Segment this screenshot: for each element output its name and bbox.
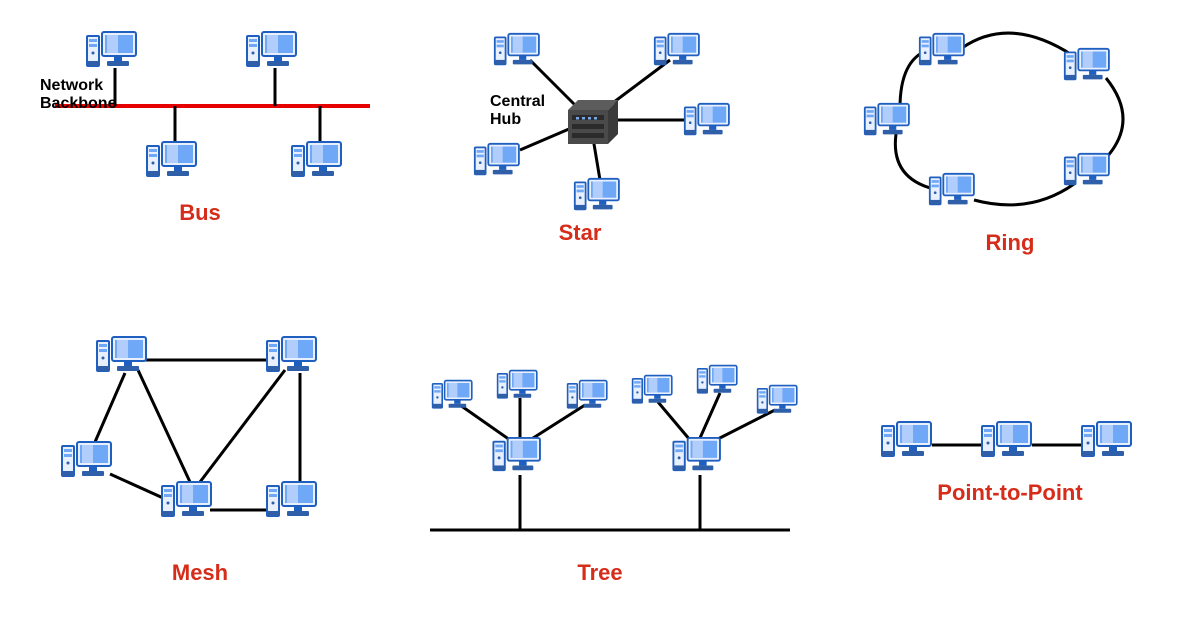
edge <box>530 405 585 440</box>
ring-topology: Ring <box>865 33 1123 255</box>
mesh-nodes <box>62 337 316 516</box>
computer-icon <box>97 337 146 371</box>
edge <box>974 184 1074 205</box>
computer-icon <box>865 104 909 135</box>
edge <box>712 410 775 442</box>
computer-icon <box>685 104 729 135</box>
hub-label-1: Central <box>490 93 545 110</box>
p2p-nodes <box>882 422 1131 456</box>
edge <box>700 393 720 438</box>
computer-icon <box>882 422 931 456</box>
edge <box>658 402 690 440</box>
topology-diagram: Network Backbone Bus Central Hub Star Ri… <box>0 0 1200 636</box>
computer-icon <box>147 142 196 176</box>
computer-icon <box>920 34 964 65</box>
computer-icon <box>292 142 341 176</box>
backbone-label-1: Network <box>40 77 103 94</box>
edge <box>138 370 190 482</box>
edge <box>200 370 285 482</box>
edge <box>962 33 1072 55</box>
bus-title: Bus <box>179 200 221 225</box>
computer-icon <box>475 144 519 175</box>
computer-icon <box>162 482 211 516</box>
computer-icon <box>493 438 540 470</box>
server-icon <box>568 100 618 144</box>
star-topology: Central Hub Star <box>475 34 729 245</box>
backbone-label-2: Backbone <box>40 95 117 112</box>
computer-icon <box>267 482 316 516</box>
ring-title: Ring <box>986 230 1035 255</box>
computer-icon <box>655 34 699 65</box>
computer-icon <box>930 174 974 205</box>
edge <box>460 405 510 440</box>
star-hub <box>568 100 618 144</box>
computer-icon <box>433 381 472 408</box>
tree-title: Tree <box>577 560 622 585</box>
tree-branches <box>460 393 775 442</box>
edge <box>1106 78 1123 158</box>
computer-icon <box>498 371 537 398</box>
mesh-topology: Mesh <box>62 337 316 585</box>
bus-topology: Network Backbone Bus <box>40 32 370 225</box>
computer-icon <box>982 422 1031 456</box>
p2p-title: Point-to-Point <box>937 480 1083 505</box>
computer-icon <box>62 442 111 476</box>
computer-icon <box>267 337 316 371</box>
computer-icon <box>1065 154 1109 185</box>
computer-icon <box>87 32 136 66</box>
edge <box>95 373 125 442</box>
computer-icon <box>1065 49 1109 80</box>
computer-icon <box>247 32 296 66</box>
computer-icon <box>633 376 672 403</box>
star-title: Star <box>559 220 602 245</box>
tree-topology: Tree <box>430 366 797 585</box>
p2p-topology: Point-to-Point <box>882 422 1131 505</box>
tree-verticals <box>520 475 700 530</box>
tree-parents <box>493 438 720 470</box>
computer-icon <box>568 381 607 408</box>
computer-icon <box>575 179 619 210</box>
mesh-title: Mesh <box>172 560 228 585</box>
computer-icon <box>758 386 797 413</box>
ring-nodes <box>865 34 1109 205</box>
computer-icon <box>698 366 737 393</box>
computer-icon <box>673 438 720 470</box>
hub-label-2: Hub <box>490 111 521 128</box>
computer-icon <box>495 34 539 65</box>
tree-children <box>433 366 797 413</box>
computer-icon <box>1082 422 1131 456</box>
